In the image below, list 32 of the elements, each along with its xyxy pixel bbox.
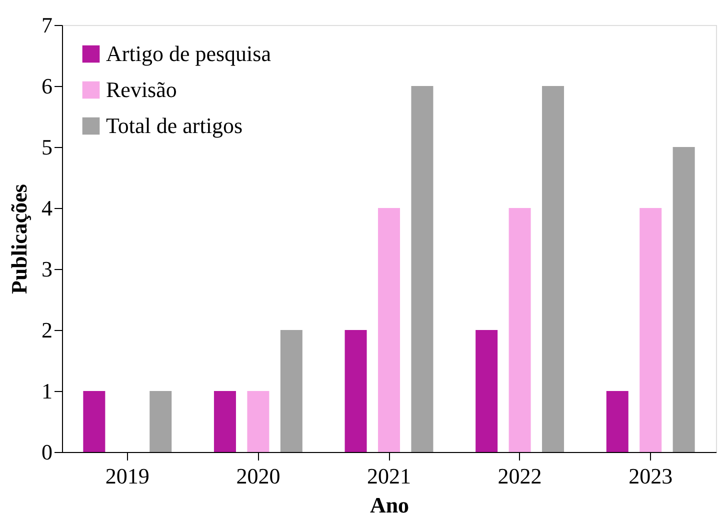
- bar: [640, 208, 662, 452]
- y-tick-label: 5: [42, 134, 52, 160]
- y-tick-label: 1: [42, 378, 52, 404]
- legend-label: Revisão: [106, 77, 177, 102]
- y-axis-title: Publicações: [6, 184, 32, 294]
- x-tick-label: 2021: [367, 464, 411, 488]
- y-tick-label: 6: [42, 74, 52, 98]
- bar: [508, 208, 531, 452]
- bar: [411, 86, 434, 452]
- x-tick-label: 2022: [498, 464, 542, 488]
- x-tick-label: 2020: [236, 464, 280, 488]
- bar: [542, 86, 564, 452]
- y-tick-label: 3: [42, 256, 52, 282]
- bar: [606, 391, 628, 452]
- bar: [214, 391, 236, 452]
- bar: [476, 330, 498, 452]
- bar: [378, 208, 400, 452]
- bar: [150, 391, 172, 452]
- x-tick-label: 2019: [105, 464, 150, 488]
- x-tick-label: 2023: [628, 464, 673, 488]
- bar: [672, 147, 695, 452]
- y-tick-label: 0: [42, 440, 52, 464]
- y-tick-label: 2: [42, 318, 52, 342]
- legend-label: Artigo de pesquisa: [106, 41, 272, 66]
- bar: [83, 391, 106, 452]
- bar: [344, 330, 367, 452]
- bar: [280, 330, 302, 452]
- legend-label: Total de artigos: [106, 113, 243, 138]
- bar: [247, 391, 270, 452]
- x-axis-title: Ano: [370, 492, 410, 518]
- y-tick-label: 4: [42, 196, 52, 220]
- y-tick-label: 7: [42, 12, 52, 38]
